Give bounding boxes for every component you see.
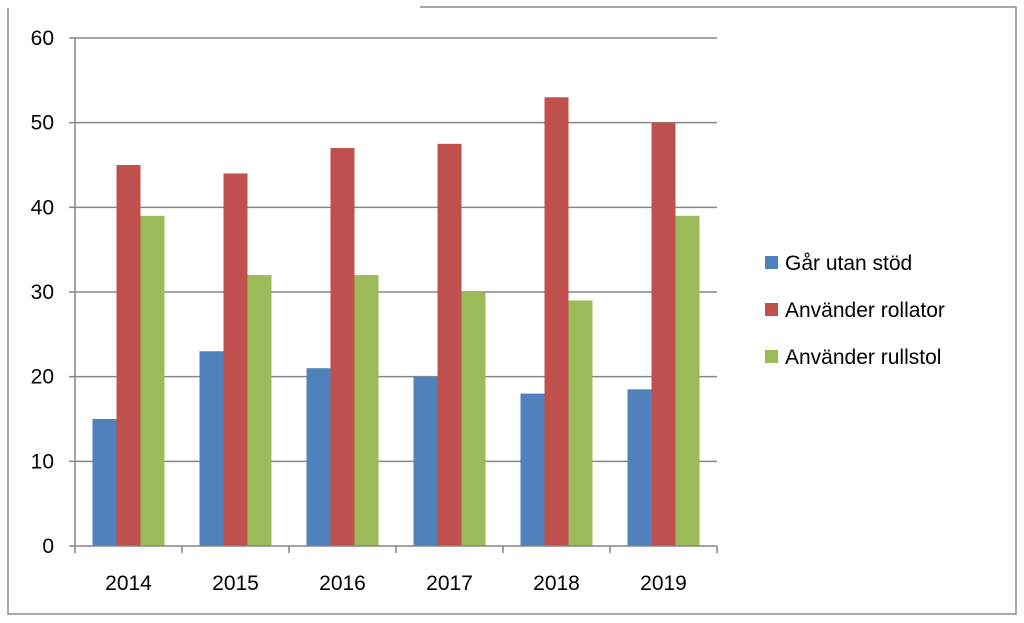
y-tick-label: 0	[42, 535, 54, 558]
legend-swatch	[765, 303, 778, 316]
bar	[140, 215, 165, 547]
x-tick-label: 2014	[105, 572, 152, 595]
legend: Går utan stöd Använder rollator Använder r…	[765, 252, 945, 369]
x-tick-label: 2019	[640, 572, 687, 595]
bar	[627, 389, 652, 546]
x-tick-label: 2015	[212, 572, 259, 595]
y-tick-label: 40	[31, 196, 54, 219]
chart-header-cover	[0, 0, 420, 8]
x-tick-label: 2018	[533, 572, 580, 595]
bar	[306, 368, 331, 546]
legend-swatch	[765, 350, 778, 363]
bar	[437, 143, 462, 547]
x-tick-label: 2017	[426, 572, 473, 595]
y-tick-label: 20	[31, 366, 54, 389]
legend-label: Använder rullstol	[785, 346, 941, 369]
bar	[247, 275, 272, 546]
y-tick-label: 50	[31, 112, 54, 135]
bar	[461, 292, 486, 546]
axes: 0 10 20 30 40 50 60 2014 2015 2016 2017 2018 2019	[31, 27, 718, 595]
bar	[651, 122, 676, 547]
bar	[330, 148, 355, 547]
bar	[199, 351, 224, 546]
bar	[354, 275, 379, 546]
bar	[568, 300, 593, 546]
x-tick-label: 2016	[319, 572, 366, 595]
bar	[675, 215, 700, 547]
gridlines	[75, 37, 717, 463]
bar	[223, 173, 248, 546]
bars	[92, 97, 700, 547]
legend-label: Går utan stöd	[785, 252, 912, 275]
y-tick-label: 60	[31, 27, 54, 50]
legend-label: Använder rollator	[785, 299, 945, 322]
bar	[92, 419, 117, 546]
y-tick-label: 10	[31, 450, 54, 473]
bar	[520, 393, 545, 546]
y-tick-label: 30	[31, 281, 54, 304]
chart-frame	[7, 6, 1017, 615]
bar	[116, 165, 141, 546]
legend-swatch	[765, 256, 778, 269]
bar	[413, 376, 438, 546]
bar	[544, 97, 569, 547]
